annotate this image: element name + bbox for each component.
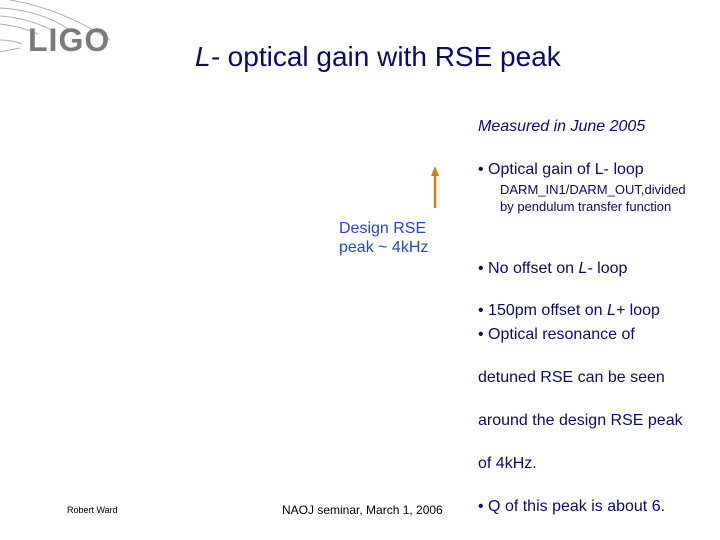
line: • Q of this peak is about 6. [478,497,666,515]
footer-event: NAOJ seminar, March 1, 2006 [282,503,443,517]
text: • 150pm offset on [478,302,607,319]
slide-title: L- optical gain with RSE peak [195,41,561,73]
title-italic: L- [195,41,220,72]
text: loop [592,260,628,277]
peak-arrow-head [431,166,439,176]
line: • Optical resonance of [478,325,635,343]
italic-text: L- [578,260,593,277]
line: of 4kHz. [478,454,537,472]
logo-swoosh [0,0,111,53]
peak-label-line: Design RSE [339,220,427,237]
bullet: • No offset on L- loop [478,258,660,279]
line: detuned RSE can be seen [478,368,665,386]
sub-note-line: by pendulum transfer function [500,199,672,214]
title-text: optical gain with RSE peak [219,41,561,72]
bullet: • Optical gain of L- loop [478,161,644,178]
text: loop [625,302,660,319]
italic-text: L+ [606,302,626,319]
line: around the design RSE peak [478,411,683,429]
logo: LIGO [28,22,111,58]
sub-note-line: DARM_IN1/DARM_OUT,divided [500,182,686,197]
resonance-note: • Optical resonance of detuned RSE can b… [478,302,683,539]
bullet: • 150pm offset on L+ loop [478,300,660,321]
peak-label: Design RSE peak ~ 4kHz [339,219,428,257]
footer-author: Robert Ward [67,505,118,515]
text: • No offset on [478,260,579,277]
peak-label-line: peak ~ 4kHz [339,239,429,256]
measured-note: Measured in June 2005 [478,118,646,135]
offset-bullets: • No offset on L- loop • 150pm offset on… [478,237,660,342]
